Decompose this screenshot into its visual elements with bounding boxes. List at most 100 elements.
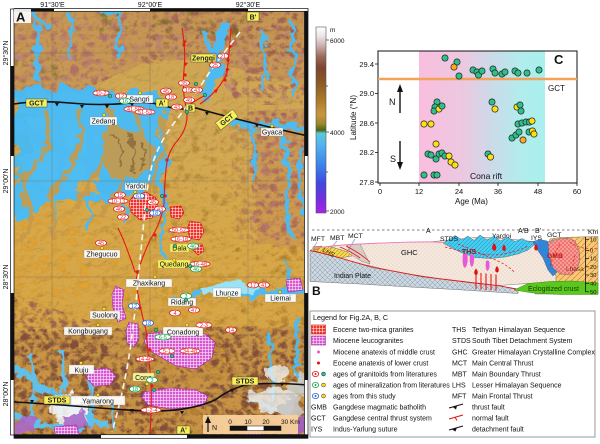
svg-text:MCT: MCT: [452, 361, 468, 368]
svg-text:Latitude (°N): Latitude (°N): [349, 95, 358, 140]
svg-text:Lhunze: Lhunze: [216, 291, 239, 298]
svg-text:Main Boundary Thrust: Main Boundary Thrust: [472, 372, 541, 379]
svg-text:34-48: 34-48: [183, 349, 197, 355]
svg-text:thrust fault: thrust fault: [472, 405, 505, 412]
svg-text:Kuju: Kuju: [74, 368, 88, 375]
svg-text:36: 36: [494, 187, 502, 196]
svg-text:18: 18: [168, 95, 174, 101]
svg-text:A'B: A'B: [518, 228, 529, 235]
svg-text:24: 24: [455, 187, 463, 196]
svg-text:14: 14: [228, 328, 234, 334]
svg-text:Yardoi: Yardoi: [126, 184, 146, 191]
svg-text:16-48: 16-48: [193, 262, 207, 268]
svg-text:60: 60: [573, 187, 581, 196]
svg-text:1-2-4: 1-2-4: [145, 408, 158, 414]
svg-text:4000: 4000: [330, 130, 345, 137]
svg-text:MCT: MCT: [348, 233, 363, 240]
svg-text:Gangdese magmatic batholith: Gangdese magmatic batholith: [333, 405, 426, 412]
svg-text:92°00'E: 92°00'E: [138, 1, 163, 9]
svg-text:49: 49: [186, 98, 192, 104]
svg-text:28°30'N: 28°30'N: [2, 265, 10, 290]
svg-text:29°30'N: 29°30'N: [2, 41, 10, 66]
svg-text:18: 18: [132, 387, 138, 393]
svg-text:South Tibet Detachment System: South Tibet Detachment System: [472, 338, 573, 345]
svg-text:B': B': [535, 228, 541, 235]
svg-text:m: m: [330, 27, 335, 34]
svg-text:A': A': [159, 101, 166, 108]
svg-text:Cona rift: Cona rift: [470, 171, 503, 181]
svg-text:Dala: Dala: [172, 246, 187, 253]
svg-text:Conadong: Conadong: [167, 330, 199, 337]
svg-text:3: 3: [150, 378, 153, 384]
svg-text:30: 30: [590, 273, 596, 279]
svg-text:29.4: 29.4: [359, 60, 374, 69]
svg-text:0: 0: [378, 187, 382, 196]
svg-text:Kongbugang: Kongbugang: [68, 329, 108, 336]
svg-text:Gyaca: Gyaca: [262, 130, 282, 137]
svg-text:Zengqi: Zengqi: [192, 56, 215, 63]
svg-text:Indian Plate: Indian Plate: [334, 273, 371, 280]
svg-text:A': A': [180, 428, 187, 435]
svg-text:Suolong: Suolong: [92, 313, 118, 320]
svg-text:STDS: STDS: [236, 379, 255, 386]
svg-text:Quedang: Quedang: [160, 262, 189, 269]
svg-text:GCT: GCT: [548, 84, 565, 93]
svg-text:Greater Himalayan Crystalline: Greater Himalayan Crystalline Complex: [472, 350, 595, 357]
svg-text:Yardoi: Yardoi: [492, 233, 512, 240]
svg-text:GHC: GHC: [452, 350, 468, 357]
svg-text:18: 18: [145, 321, 151, 327]
svg-text:27.8: 27.8: [359, 178, 374, 187]
svg-text:Age (Ma): Age (Ma): [455, 197, 488, 206]
svg-text:45: 45: [163, 89, 169, 95]
svg-text:45: 45: [150, 200, 156, 206]
svg-text:17: 17: [250, 283, 256, 289]
svg-text:normal fault: normal fault: [472, 416, 509, 423]
svg-text:40: 40: [590, 282, 596, 288]
svg-text:Eocene two-mica granites: Eocene two-mica granites: [333, 327, 414, 334]
svg-text:Miocene leucogranites: Miocene leucogranites: [333, 338, 404, 345]
svg-text:61: 61: [136, 194, 142, 200]
svg-text:Main Frontal Thrust: Main Frontal Thrust: [472, 394, 533, 401]
svg-text:Miocene anatexis of middle cru: Miocene anatexis of middle crust: [333, 350, 435, 357]
svg-text:29.0: 29.0: [359, 89, 374, 98]
svg-text:41: 41: [261, 283, 267, 289]
svg-text:N: N: [389, 97, 396, 107]
svg-text:10-13: 10-13: [111, 199, 125, 205]
svg-text:10: 10: [590, 257, 596, 263]
svg-text:Indus-Yarlung suture: Indus-Yarlung suture: [333, 427, 398, 434]
svg-text:35: 35: [181, 81, 187, 87]
svg-text:Tethyan Himalayan Sequence: Tethyan Himalayan Sequence: [472, 327, 565, 334]
svg-text:15: 15: [117, 193, 123, 199]
svg-text:S: S: [390, 154, 396, 164]
svg-text:Lesser Himalayan Sequence: Lesser Himalayan Sequence: [472, 383, 562, 390]
svg-text:Km: Km: [588, 229, 599, 236]
svg-text:Yamarong: Yamarong: [82, 399, 114, 406]
svg-text:Eocene anatexis of lower crust: Eocene anatexis of lower crust: [333, 361, 428, 368]
svg-text:STDS: STDS: [48, 398, 67, 405]
svg-text:Legend for Fig.2A, B, C: Legend for Fig.2A, B, C: [313, 313, 388, 322]
svg-text:28.6: 28.6: [359, 119, 374, 128]
svg-text:STDS: STDS: [452, 338, 471, 345]
svg-text:IYS: IYS: [311, 427, 323, 434]
svg-text:16-18: 16-18: [174, 237, 188, 243]
svg-text:GCT: GCT: [29, 101, 45, 108]
svg-text:16: 16: [122, 99, 128, 105]
svg-text:ages from this study: ages from this study: [333, 394, 396, 401]
svg-text:IYS: IYS: [531, 235, 542, 242]
svg-text:12: 12: [415, 187, 423, 196]
svg-text:THS: THS: [462, 249, 476, 256]
svg-text:41-50: 41-50: [127, 107, 141, 113]
svg-text:25: 25: [212, 63, 218, 69]
svg-text:5-1: 5-1: [163, 349, 171, 355]
svg-text:A: A: [426, 228, 431, 235]
svg-text:22: 22: [120, 215, 126, 221]
svg-text:GMB: GMB: [547, 253, 563, 260]
svg-text:B': B': [250, 15, 257, 22]
svg-text:0: 0: [228, 419, 232, 426]
svg-text:51-53: 51-53: [138, 110, 152, 116]
svg-text:10-2: 10-2: [95, 91, 106, 97]
svg-text:B: B: [312, 284, 321, 298]
svg-text:STDS: STDS: [440, 236, 459, 243]
svg-text:6-5: 6-5: [159, 335, 167, 341]
svg-text:C: C: [554, 52, 564, 67]
